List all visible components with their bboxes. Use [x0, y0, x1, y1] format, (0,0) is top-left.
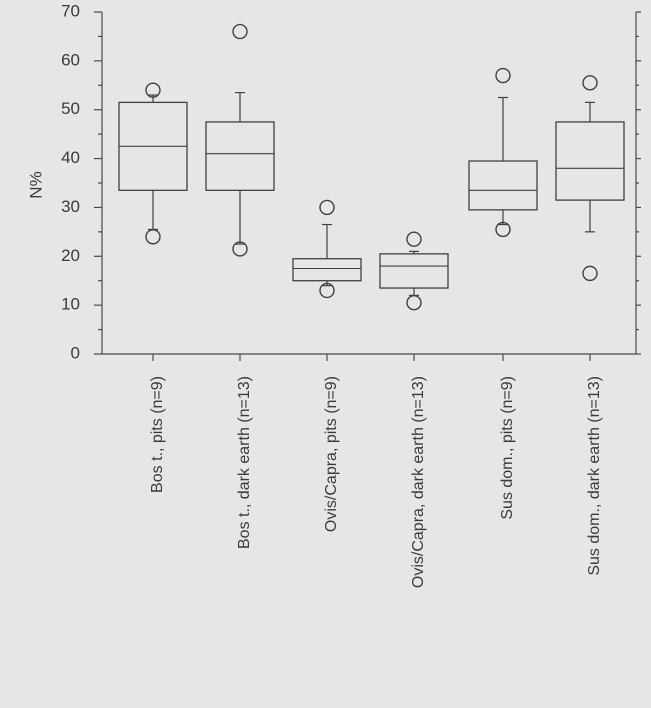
iqr-box [468, 160, 538, 211]
iqr-box [555, 121, 625, 201]
y-axis-label: N% [26, 171, 45, 198]
y-tick-label: 10 [61, 295, 80, 314]
iqr-box [379, 253, 449, 289]
y-tick-label: 50 [61, 99, 80, 118]
outlier-point [582, 265, 598, 282]
outlier-point [319, 282, 335, 299]
y-tick-label: 20 [61, 246, 80, 265]
y-tick-label: 60 [61, 50, 80, 69]
outlier-point [495, 67, 511, 84]
outlier-point [145, 82, 161, 98]
iqr-box [205, 121, 275, 191]
iqr-box [292, 258, 362, 282]
outlier-point [232, 23, 248, 40]
y-tick-label: 30 [61, 197, 80, 216]
x-category-label: Sus dom., pits (n=9) [499, 376, 516, 520]
outlier-point [582, 75, 598, 91]
y-tick-label: 40 [61, 148, 80, 167]
x-category-label: Ovis/Capra, pits (n=9) [323, 376, 340, 532]
x-category-label: Bos t., pits (n=9) [149, 376, 166, 493]
x-category-label: Ovis/Capra, dark earth (n=13) [410, 376, 427, 588]
x-category-label: Sus dom., dark earth (n=13) [586, 376, 603, 576]
plot-area: 0 10 20 30 40 50 60 70 Bos t., pits (n=9) Bos t.,… [61, 1, 641, 588]
y-tick-label: 0 [71, 343, 80, 362]
outlier-point [406, 295, 422, 311]
outlier-point [495, 221, 511, 238]
outlier-point [232, 241, 248, 257]
outlier-point [319, 199, 335, 216]
x-category-label: Bos t., dark earth (n=13) [236, 376, 253, 549]
outlier-point [406, 231, 422, 247]
outlier-point [145, 229, 161, 245]
y-tick-label: 70 [61, 1, 80, 20]
